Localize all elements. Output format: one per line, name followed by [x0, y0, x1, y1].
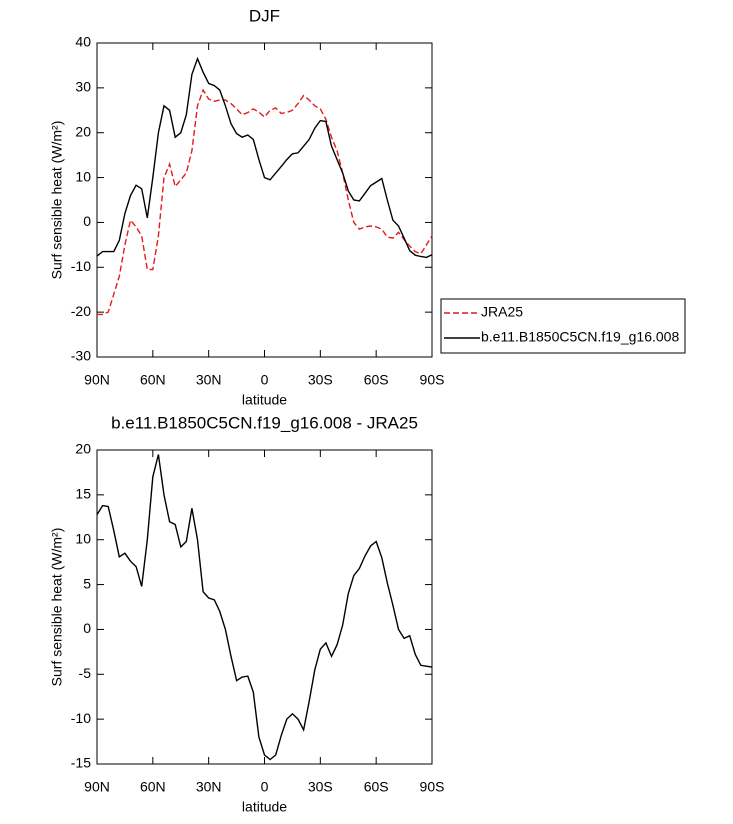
chart-title: b.e11.B1850C5CN.f19_g16.008 - JRA25	[111, 413, 418, 432]
y-axis-label: Surf sensible heat (W/m²)	[49, 121, 65, 280]
x-tick-label: 90N	[84, 372, 110, 388]
y-tick-label: -10	[71, 258, 91, 274]
data-line	[96, 56, 433, 259]
legend-label: b.e11.B1850C5CN.f19_g16.008	[481, 329, 679, 345]
x-tick-label: 90S	[420, 779, 445, 795]
y-tick-label: 10	[75, 168, 91, 184]
x-tick-label: 0	[261, 372, 269, 388]
y-tick-label: -15	[71, 755, 91, 771]
y-tick-label: -30	[71, 348, 91, 364]
y-tick-label: -20	[71, 303, 91, 319]
y-tick-label: 0	[83, 620, 91, 636]
chart-title: DJF	[249, 6, 280, 25]
y-tick-label: -5	[79, 665, 92, 681]
y-tick-label: 15	[75, 486, 91, 502]
x-tick-label: 30S	[308, 779, 333, 795]
y-tick-label: 40	[75, 34, 91, 50]
y-axis-label: Surf sensible heat (W/m²)	[49, 528, 65, 687]
legend-box	[440, 298, 686, 354]
plot-frame	[96, 42, 433, 358]
x-tick-label: 60N	[140, 372, 166, 388]
plot-frame	[96, 449, 433, 765]
x-tick-label: 30N	[196, 779, 222, 795]
x-tick-label: 30S	[308, 372, 333, 388]
y-tick-label: 10	[75, 530, 91, 546]
y-tick-label: 30	[75, 79, 91, 95]
x-tick-label: 60N	[140, 779, 166, 795]
x-tick-label: 60S	[364, 372, 389, 388]
y-tick-label: 0	[83, 213, 91, 229]
x-tick-label: 0	[261, 779, 269, 795]
x-tick-label: 90S	[420, 372, 445, 388]
x-tick-label: 30N	[196, 372, 222, 388]
x-axis-label: latitude	[242, 392, 287, 408]
x-tick-label: 60S	[364, 779, 389, 795]
y-tick-label: 20	[75, 441, 91, 457]
y-tick-label: -10	[71, 710, 91, 726]
x-axis-label: latitude	[242, 799, 287, 815]
y-tick-label: 5	[83, 575, 91, 591]
data-line	[96, 454, 433, 761]
data-line	[97, 88, 433, 316]
x-tick-label: 90N	[84, 779, 110, 795]
legend-label: JRA25	[481, 304, 523, 320]
y-tick-label: 20	[75, 123, 91, 139]
